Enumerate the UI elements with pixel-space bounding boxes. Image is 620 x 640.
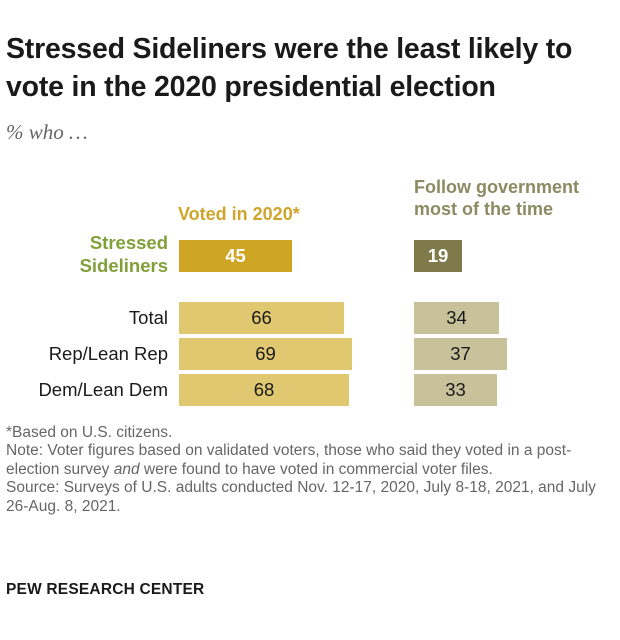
bar-value-label: 34: [446, 307, 467, 328]
bar-follow-government: 19: [414, 240, 462, 272]
bar-voted: 68: [179, 374, 349, 406]
bar-value-label: 33: [445, 379, 466, 400]
row-label-highlight: Stressed Sideliners: [79, 232, 168, 276]
bar-follow-government: 37: [414, 338, 507, 370]
column-header-follow-government: Follow government most of the time: [414, 177, 580, 219]
bar-follow-government: 34: [414, 302, 499, 334]
column-header-voted: Voted in 2020*: [178, 204, 300, 224]
bar-value-label: 69: [255, 343, 276, 364]
bar-value-label: 37: [450, 343, 471, 364]
bar-follow-government: 33: [414, 374, 497, 406]
bar-value-label: 19: [427, 245, 449, 266]
bar-voted: 66: [179, 302, 344, 334]
note-text: Note: Voter figures based on validated v…: [6, 442, 612, 479]
bar-value-label: 45: [225, 245, 246, 266]
row-label: Total: [128, 307, 168, 328]
note-text-start: Note: Voter figures based on validated v…: [6, 442, 572, 478]
note-text-emphasis: and: [113, 460, 140, 478]
notes-block: *Based on U.S. citizens. Note: Voter fig…: [6, 424, 612, 516]
footnote: *Based on U.S. citizens.: [6, 424, 173, 441]
bar-voted: 45: [179, 240, 292, 272]
row-label: Rep/Lean Rep: [48, 343, 168, 364]
pew-research-center-logo-text: PEW RESEARCH CENTER: [6, 581, 205, 598]
chart-subtitle: % who …: [6, 120, 88, 144]
bar-value-label: 68: [253, 379, 275, 400]
bar-voted: 69: [179, 338, 352, 370]
source-text: Source: Surveys of U.S. adults conducted…: [6, 479, 596, 515]
chart-title: Stressed Sideliners were the least likel…: [6, 33, 573, 103]
row-label: Dem/Lean Dem: [38, 379, 168, 400]
bar-value-label: 66: [251, 307, 272, 328]
note-text-end: were found to have voted in commercial v…: [139, 460, 493, 478]
